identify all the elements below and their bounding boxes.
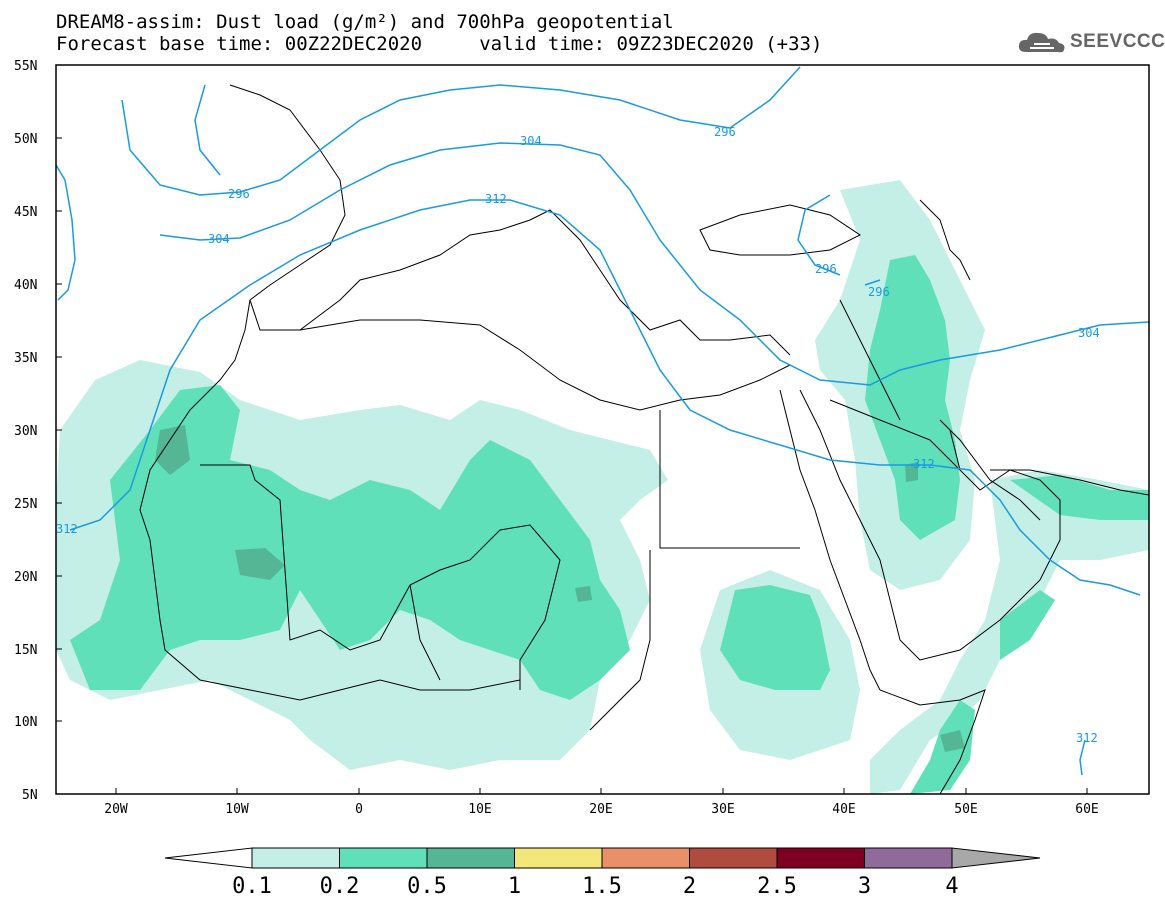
contour-label: 304 — [208, 232, 230, 246]
contour-label: 312 — [485, 192, 507, 206]
cloud-icon — [1018, 32, 1065, 53]
lat-label: 5N — [22, 788, 38, 803]
contour-312 — [69, 199, 1141, 596]
border-saudi — [829, 399, 961, 471]
axis-ticks — [56, 64, 1088, 794]
coastline-mediterranean-south — [299, 319, 791, 411]
lon-label: 60E — [1075, 802, 1098, 817]
contour-label: 296 — [868, 285, 890, 299]
contour-label: 304 — [1078, 326, 1100, 340]
dust-dark-patch-1 — [155, 425, 190, 475]
lat-label: 45N — [14, 205, 37, 220]
lon-label: 20E — [589, 802, 612, 817]
seevccc-logo: SEEVCCC — [1016, 28, 1165, 58]
map-title: DREAM8-assim: Dust load (g/m²) and 700hP… — [56, 11, 674, 33]
coastline-arabia — [799, 389, 1061, 661]
contour-label: 312 — [1076, 731, 1098, 745]
lat-label: 50N — [14, 132, 37, 147]
border-iraq — [839, 299, 901, 421]
dust-medium-mideast — [865, 255, 960, 540]
contour-label: 312 — [56, 522, 78, 536]
lat-label: 55N — [14, 59, 37, 74]
contour-label: 296 — [228, 187, 250, 201]
contour-label: 312 — [913, 457, 935, 471]
contour-296-east-2 — [864, 279, 881, 286]
contour-312-bottom-right — [1079, 739, 1086, 776]
dust-medium-gulf — [1010, 475, 1149, 520]
lon-label: 50E — [954, 802, 977, 817]
border-niger-chad — [409, 584, 441, 681]
dust-medium-west — [70, 385, 630, 700]
lon-label: 10W — [225, 802, 249, 817]
geopotential-contours — [56, 66, 1149, 776]
border-libya-egypt — [659, 410, 800, 549]
coastline-north-africa — [139, 299, 521, 701]
contour-label: 304 — [520, 134, 542, 148]
lon-label: 10E — [468, 802, 491, 817]
contour-312-west-edge — [56, 164, 76, 301]
dust-dark-patch-3 — [575, 586, 592, 602]
contour-label: 296 — [714, 125, 736, 139]
dust-medium-east — [720, 585, 830, 690]
latitude-labels: 55N 50N 45N 40N 35N 30N 25N 20N 15N 10N … — [14, 59, 38, 803]
contour-296-west — [121, 66, 801, 196]
logo-text: SEEVCCC — [1070, 31, 1165, 52]
lat-label: 10N — [14, 715, 37, 730]
longitude-labels: 20W 10W 0 10E 20E 30E 40E 50E 60E — [104, 802, 1098, 817]
contour-labels: 296 304 312 296 296 304 296 304 312 312 … — [56, 125, 1100, 745]
contour-296-east — [797, 194, 841, 276]
coastline-caspian — [919, 199, 971, 281]
dust-medium-horn — [910, 700, 975, 794]
dust-dark-patch-5 — [940, 730, 965, 752]
contour-296-far-west — [194, 84, 221, 176]
coastlines-and-borders — [139, 84, 1149, 794]
lon-label: 0 — [355, 802, 363, 817]
coastline-black-sea — [699, 204, 861, 256]
lat-label: 30N — [14, 424, 37, 439]
contour-label: 296 — [815, 262, 837, 276]
lat-label: 25N — [14, 497, 37, 512]
coastline-horn — [879, 689, 986, 794]
lon-label: 30E — [711, 802, 734, 817]
lat-label: 35N — [14, 351, 37, 366]
coastline-red-sea — [779, 389, 881, 691]
contour-304 — [159, 142, 1149, 386]
lat-label: 15N — [14, 643, 37, 658]
lat-label: 20N — [14, 570, 37, 585]
lat-label: 40N — [14, 278, 37, 293]
forecast-times: Forecast base time: 00Z22DEC2020 valid t… — [56, 33, 823, 55]
dust-field — [56, 180, 1149, 794]
coastline-iran — [990, 469, 1149, 496]
dust-dark-patch-4 — [905, 462, 918, 482]
lon-label: 20W — [104, 802, 128, 817]
coastline-persian-gulf — [939, 419, 1041, 521]
dust-dark-patch-2 — [235, 548, 285, 580]
lon-label: 40E — [832, 802, 855, 817]
coastline-europe — [229, 84, 791, 356]
dust-medium-oman — [1000, 590, 1055, 660]
border-sudan — [589, 550, 651, 731]
